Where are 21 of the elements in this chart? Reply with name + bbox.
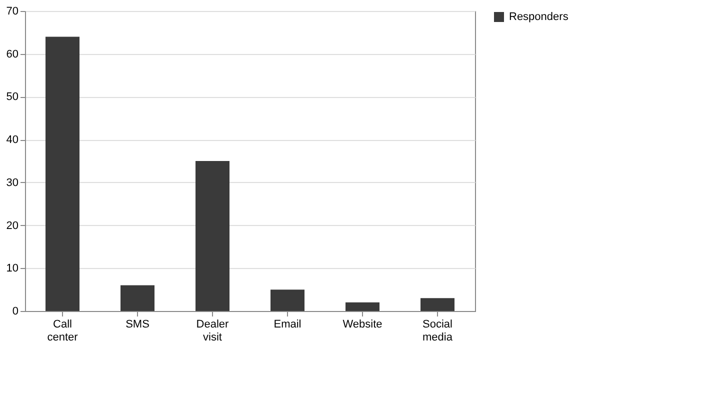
y-tick-label: 40 xyxy=(6,134,18,146)
legend-label: Responders xyxy=(509,11,569,23)
bar xyxy=(120,285,154,311)
y-tick-label: 0 xyxy=(12,306,18,318)
x-tick-label: Call center xyxy=(47,318,78,344)
bar xyxy=(196,161,230,311)
x-tick-label: Social media xyxy=(422,318,454,344)
y-tick-label: 30 xyxy=(6,176,18,189)
bar xyxy=(46,36,80,311)
bar xyxy=(420,298,454,311)
x-tick-label: SMS xyxy=(126,318,150,330)
x-tick-label: Email xyxy=(274,318,302,330)
y-tick-label: 50 xyxy=(6,91,18,104)
y-tick-label: 10 xyxy=(6,262,18,275)
bar xyxy=(270,290,304,311)
x-tick-label: Dealer visit xyxy=(196,318,230,344)
y-tick-label: 20 xyxy=(6,220,18,232)
x-tick-label: Website xyxy=(342,318,382,330)
bar xyxy=(346,302,380,311)
y-tick-label: 70 xyxy=(6,6,18,18)
y-tick-label: 60 xyxy=(6,48,18,60)
